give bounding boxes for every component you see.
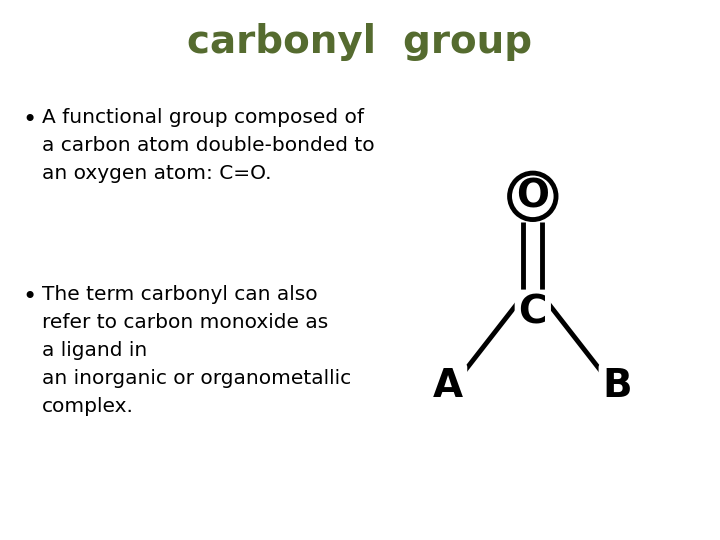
Circle shape xyxy=(510,173,556,220)
Text: •: • xyxy=(22,108,36,132)
Text: A functional group composed of
a carbon atom double-bonded to
an oxygen atom: C=: A functional group composed of a carbon … xyxy=(42,108,374,183)
Text: carbonyl  group: carbonyl group xyxy=(187,23,533,61)
Text: A: A xyxy=(433,367,464,406)
Text: •: • xyxy=(22,285,36,309)
Text: B: B xyxy=(603,367,632,406)
Text: C: C xyxy=(518,293,547,332)
Text: The term carbonyl can also
refer to carbon monoxide as
a ligand in
an inorganic : The term carbonyl can also refer to carb… xyxy=(42,285,351,416)
Text: O: O xyxy=(516,177,549,215)
